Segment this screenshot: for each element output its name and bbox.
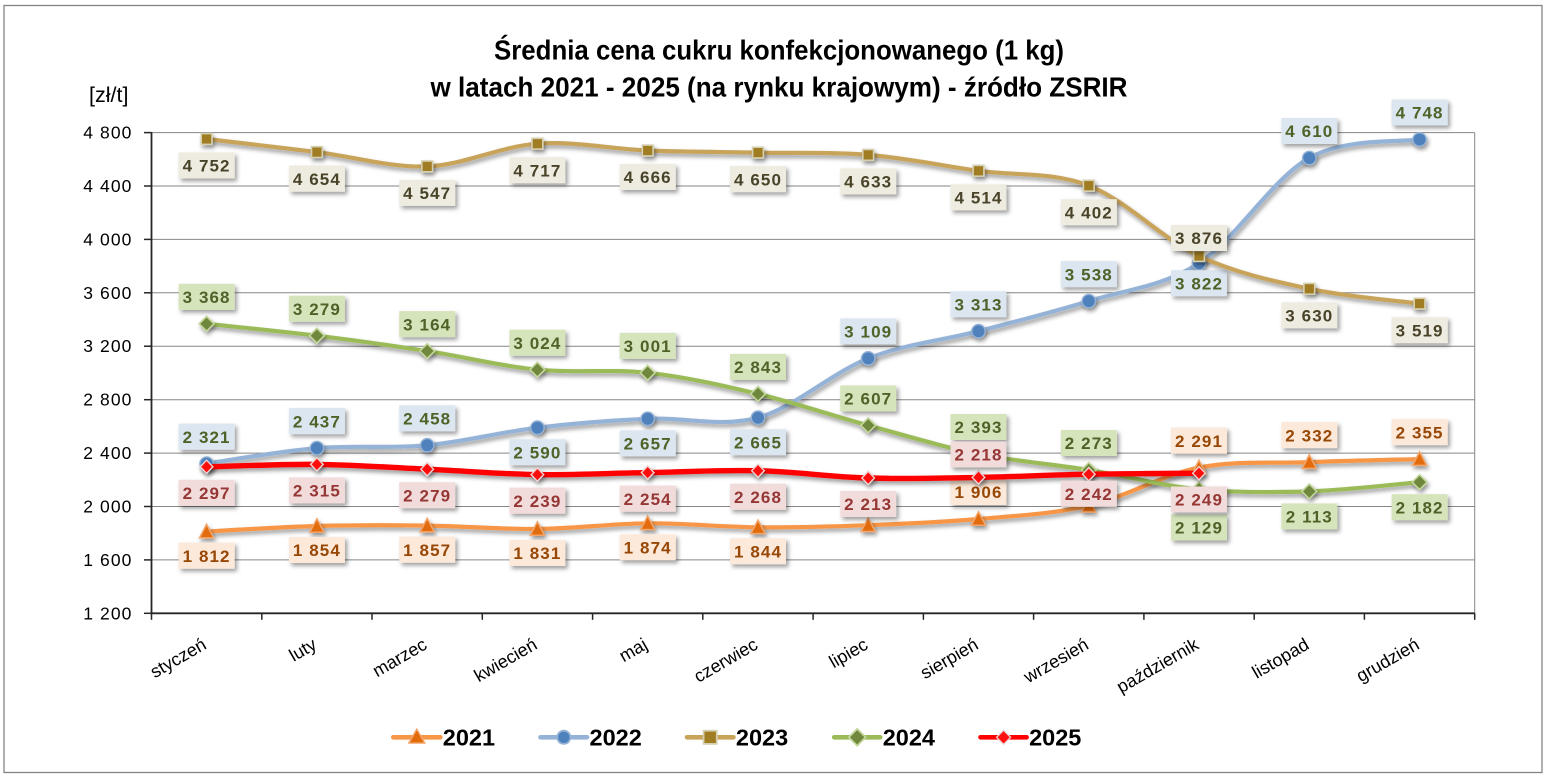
svg-text:3 368: 3 368 [183, 288, 231, 307]
svg-text:1 600: 1 600 [83, 550, 132, 570]
svg-text:3 600: 3 600 [83, 283, 132, 303]
svg-text:2 249: 2 249 [1175, 491, 1223, 510]
svg-text:2 607: 2 607 [844, 390, 892, 409]
svg-text:3 164: 3 164 [403, 315, 451, 334]
svg-text:2 590: 2 590 [513, 443, 561, 462]
svg-text:2 239: 2 239 [513, 492, 561, 511]
svg-text:2 273: 2 273 [1065, 434, 1113, 453]
svg-text:4 650: 4 650 [734, 170, 782, 189]
svg-text:4 610: 4 610 [1285, 122, 1333, 141]
svg-text:3 024: 3 024 [513, 334, 561, 353]
svg-text:3 538: 3 538 [1065, 265, 1113, 284]
svg-text:2 843: 2 843 [734, 358, 782, 377]
svg-text:w latach 2021 - 2025 (na rynku: w latach 2021 - 2025 (na rynku krajowym)… [430, 72, 1128, 103]
svg-text:4 402: 4 402 [1065, 203, 1113, 222]
svg-text:3 109: 3 109 [844, 323, 892, 342]
svg-text:4 633: 4 633 [844, 173, 892, 192]
svg-text:2 400: 2 400 [83, 443, 132, 463]
svg-text:2 279: 2 279 [403, 486, 451, 505]
svg-text:2 458: 2 458 [403, 410, 451, 429]
svg-text:1 812: 1 812 [183, 547, 231, 566]
svg-text:2 800: 2 800 [83, 390, 132, 410]
svg-text:2 657: 2 657 [624, 435, 672, 454]
svg-text:3 279: 3 279 [293, 300, 341, 319]
svg-text:2023: 2023 [736, 725, 788, 751]
svg-text:2 242: 2 242 [1065, 485, 1113, 504]
svg-text:3 876: 3 876 [1175, 229, 1223, 248]
svg-text:3 313: 3 313 [954, 295, 1002, 314]
svg-text:3 822: 3 822 [1175, 274, 1223, 293]
svg-text:2024: 2024 [883, 725, 935, 751]
svg-text:[zł/t]: [zł/t] [89, 83, 128, 107]
svg-text:2 393: 2 393 [954, 418, 1002, 437]
svg-text:2021: 2021 [443, 725, 495, 751]
svg-text:1 831: 1 831 [513, 544, 561, 563]
svg-text:2 291: 2 291 [1175, 432, 1223, 451]
svg-text:2 129: 2 129 [1175, 519, 1223, 538]
svg-text:2 665: 2 665 [734, 433, 782, 452]
svg-text:2 355: 2 355 [1396, 423, 1444, 442]
svg-text:2 437: 2 437 [293, 412, 341, 431]
svg-text:4 000: 4 000 [83, 229, 132, 249]
svg-text:2 182: 2 182 [1396, 498, 1444, 517]
svg-text:3 630: 3 630 [1285, 307, 1333, 326]
svg-text:4 400: 4 400 [83, 176, 132, 196]
svg-text:2025: 2025 [1029, 725, 1081, 751]
svg-text:1 857: 1 857 [403, 541, 451, 560]
svg-text:1 906: 1 906 [954, 483, 1002, 502]
svg-text:4 654: 4 654 [293, 170, 341, 189]
svg-text:2 315: 2 315 [293, 482, 341, 501]
svg-text:4 800: 4 800 [83, 123, 132, 143]
svg-text:2 218: 2 218 [954, 446, 1002, 465]
svg-text:2 268: 2 268 [734, 488, 782, 507]
svg-text:2 000: 2 000 [83, 497, 132, 517]
svg-text:3 200: 3 200 [83, 336, 132, 356]
svg-text:2 113: 2 113 [1286, 508, 1333, 527]
svg-text:4 717: 4 717 [513, 161, 561, 180]
svg-text:1 200: 1 200 [83, 603, 132, 623]
svg-text:4 666: 4 666 [624, 168, 672, 187]
svg-text:2022: 2022 [590, 725, 642, 751]
svg-text:1 844: 1 844 [734, 543, 782, 562]
svg-text:2 297: 2 297 [183, 484, 231, 503]
svg-text:3 519: 3 519 [1396, 321, 1444, 340]
svg-text:1 874: 1 874 [624, 539, 672, 558]
svg-text:2 213: 2 213 [844, 495, 892, 514]
svg-text:4 514: 4 514 [954, 189, 1002, 208]
svg-text:1 854: 1 854 [293, 541, 341, 560]
svg-text:3 001: 3 001 [624, 337, 672, 356]
svg-text:2 254: 2 254 [624, 490, 672, 509]
svg-text:2 332: 2 332 [1285, 426, 1333, 445]
svg-text:2 321: 2 321 [183, 428, 231, 447]
svg-text:4 752: 4 752 [183, 157, 231, 176]
svg-text:Średnia cena cukru konfekcjono: Średnia cena cukru konfekcjonowanego (1 … [494, 35, 1064, 66]
svg-text:4 748: 4 748 [1396, 104, 1444, 123]
svg-text:4 547: 4 547 [403, 184, 451, 203]
